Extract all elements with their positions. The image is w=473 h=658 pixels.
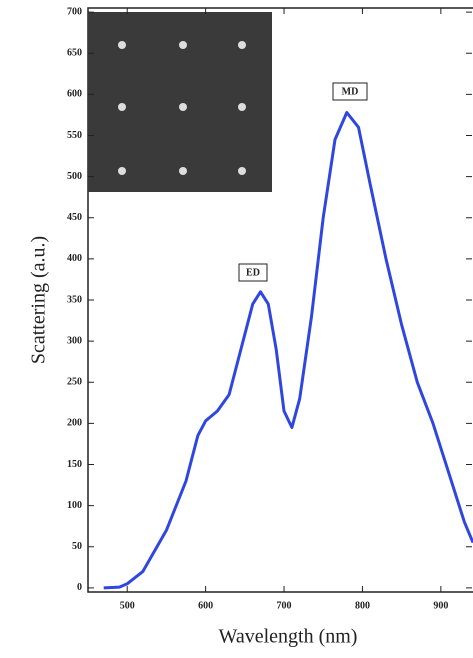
y-tick-label: 0 [77, 582, 82, 593]
y-tick-label: 600 [67, 89, 82, 100]
y-tick-label: 250 [67, 377, 82, 388]
y-tick-label: 150 [67, 459, 82, 470]
annotation: MD [342, 86, 359, 97]
annotation-box [332, 82, 368, 101]
x-axis-title: Wavelength (nm) [219, 626, 358, 648]
x-tick-label: 600 [198, 600, 213, 611]
x-tick-label: 700 [277, 600, 292, 611]
y-tick-label: 500 [67, 171, 82, 182]
y-tick-label: 450 [67, 212, 82, 223]
annotation-box [238, 263, 268, 282]
y-tick-label: 400 [67, 253, 82, 264]
y-tick-label: 550 [67, 130, 82, 141]
annotation: ED [246, 267, 260, 278]
y-tick-label: 350 [67, 294, 82, 305]
y-tick-label: 50 [72, 541, 82, 552]
y-tick-label: 650 [67, 48, 82, 59]
y-tick-label: 700 [67, 6, 82, 17]
x-tick-label: 900 [433, 600, 448, 611]
y-tick-label: 100 [67, 500, 82, 511]
x-tick-label: 500 [120, 600, 135, 611]
inset-image [88, 12, 272, 192]
y-tick-label: 300 [67, 335, 82, 346]
y-tick-label: 200 [67, 418, 82, 429]
y-axis-title: Scattering (a.u.) [28, 236, 50, 364]
line [103, 111, 473, 590]
x-tick-label: 800 [355, 600, 370, 611]
